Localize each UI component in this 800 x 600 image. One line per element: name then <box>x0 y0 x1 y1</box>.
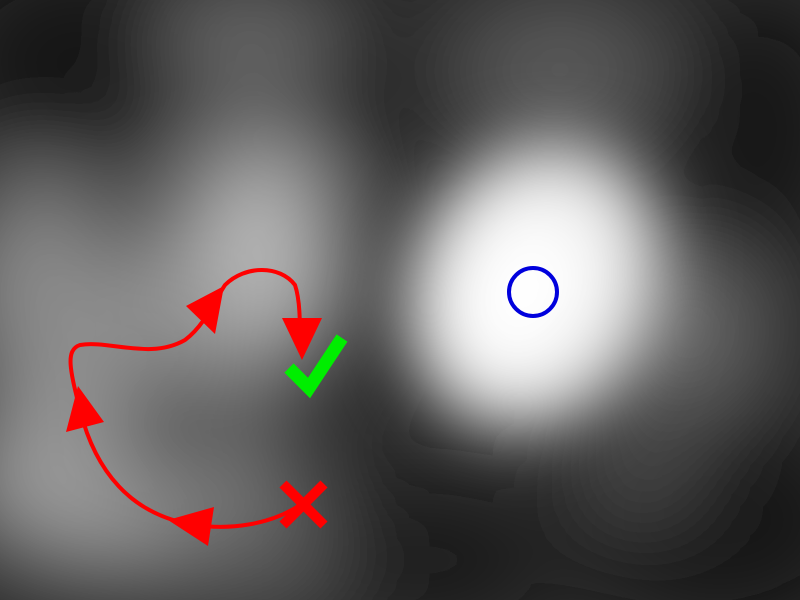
arrowhead <box>168 507 214 546</box>
arrowhead <box>282 318 322 360</box>
checkmark-icon <box>284 334 348 399</box>
circle-icon <box>507 266 559 318</box>
route-path <box>66 268 322 546</box>
cross-icon <box>279 480 328 529</box>
arrowhead <box>66 386 104 432</box>
arrowhead <box>186 286 224 334</box>
